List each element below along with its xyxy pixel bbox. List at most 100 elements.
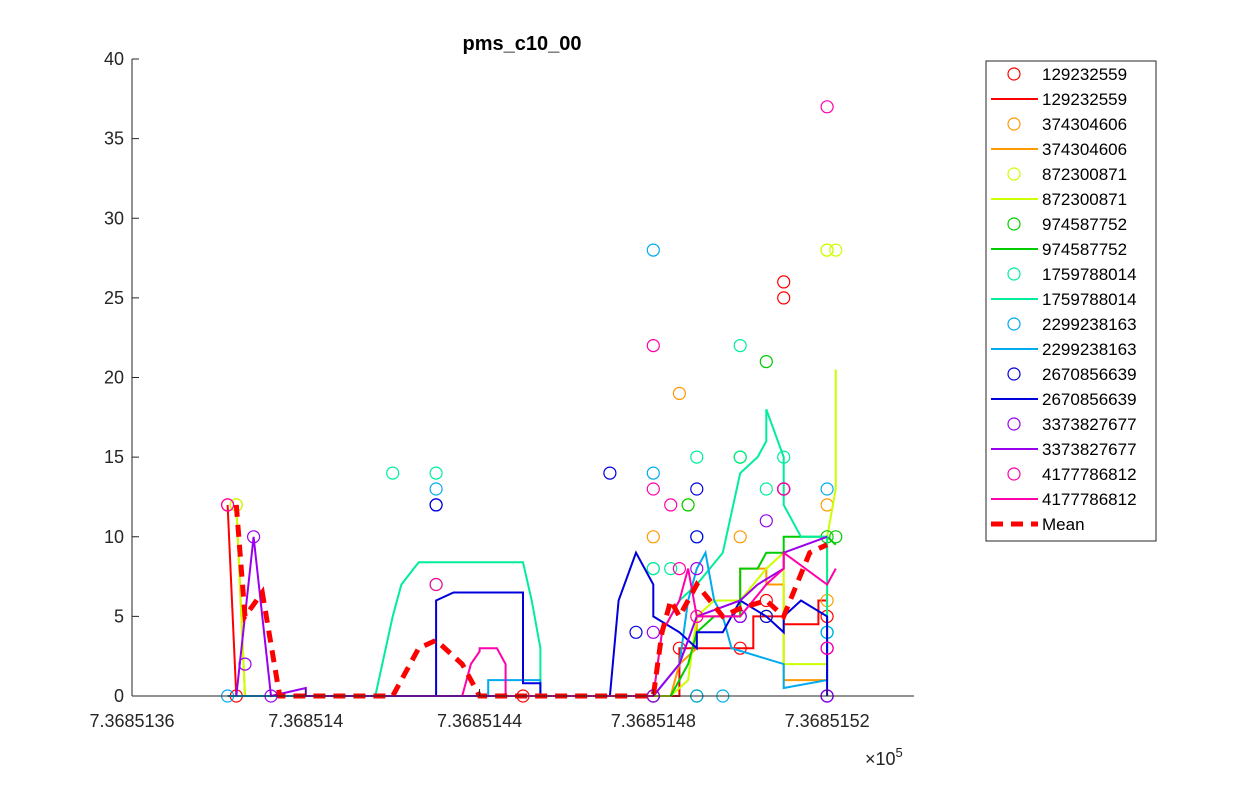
x-tick-label: 7.3685152 [785,711,870,731]
legend-marker [1007,267,1021,281]
axes: 0 5 10 15 20 25 30 35 40 7.3685136 7.368514 7.36851… [89,49,914,731]
legend-label: 872300871 [1042,190,1127,209]
legend-marker [1007,167,1021,181]
legend: 129232559 129232559 374304606 374304606 8723… [985,60,1157,542]
legend-entry: 1759788014 [991,290,1137,309]
series-line [461,550,837,697]
data-point [429,498,443,512]
legend-entry: 4177786812 [1007,465,1137,484]
series-line [435,550,829,697]
data-point [646,561,660,576]
legend-box [985,60,1157,542]
legend-entry: Mean [991,515,1085,534]
legend-entry: 2299238163 [1007,315,1137,334]
data-point [829,243,843,257]
data-point [664,498,678,512]
legend-entry: 974587752 [1007,215,1127,234]
series-line [374,408,829,697]
data-point [646,625,660,639]
data-point [386,466,400,480]
data-point [820,641,834,655]
legend-entry: 2299238163 [991,340,1137,359]
legend-label: 974587752 [1042,215,1127,234]
legend-label: 872300871 [1042,165,1127,184]
y-tick-label: 20 [104,368,124,388]
data-point [733,450,747,464]
y-tick-label: 40 [104,49,124,69]
legend-label: 3373827677 [1042,440,1137,459]
data-point [238,657,252,671]
data-point [759,482,773,496]
legend-entry: 2670856639 [991,390,1137,409]
legend-entry: 2670856639 [1007,365,1137,384]
legend-entry: 974587752 [991,240,1127,259]
y-tick-label: 10 [104,527,124,547]
x-axis-exponent-base: ×10 [865,749,896,769]
legend-label: 974587752 [1042,240,1127,259]
data-point [603,466,617,480]
data-point [777,275,791,289]
legend-marker [1007,117,1021,131]
data-point [646,339,660,353]
legend-entry: 1759788014 [1007,265,1137,284]
data-point [733,530,747,544]
data-point [759,609,773,624]
data-point [672,561,687,576]
legend-entry: 872300871 [991,190,1127,209]
x-axis-exponent: ×105 [865,745,903,769]
data-point [690,482,704,496]
data-point [681,498,695,512]
legend-label: 2299238163 [1042,315,1137,334]
legend-entry: 3373827677 [991,440,1137,459]
legend-label: 374304606 [1042,140,1127,159]
y-tick-label: 35 [104,129,124,149]
data-point [820,243,834,257]
series-line [669,535,837,697]
data-point [820,100,834,114]
data-point [629,625,643,639]
legend-label: 4177786812 [1042,465,1137,484]
legend-marker [1007,217,1021,231]
data-point [690,530,704,544]
legend-entry: 129232559 [1007,65,1127,84]
legend-entry: 374304606 [991,140,1127,159]
legend-label: 3373827677 [1042,415,1137,434]
data-point [646,466,660,480]
legend-label: 4177786812 [1042,490,1137,509]
data-point [221,498,235,512]
data-point [672,386,687,400]
legend-entry: 872300871 [1007,165,1127,184]
x-tick-label: 7.3685136 [89,711,174,731]
data-point [777,482,791,496]
legend-label: 374304606 [1042,115,1127,134]
legend-marker [1007,367,1021,381]
data-point [690,609,704,624]
x-tick-label: 7.368514 [268,711,343,731]
data-point [777,450,791,464]
y-tick-label: 30 [104,208,124,228]
data-point [829,530,843,544]
x-axis-exponent-power: 5 [896,745,903,760]
legend-entry: 3373827677 [1007,415,1137,434]
legend-label: 1759788014 [1042,290,1137,309]
data-point [429,466,443,480]
legend-label: Mean [1042,515,1085,534]
data-point [759,514,773,528]
legend-label: 2670856639 [1042,365,1137,384]
data-point [733,339,747,353]
legend-label: 2670856639 [1042,390,1137,409]
legend-marker [1007,317,1021,331]
data-point [690,450,704,464]
chart-title: pms_c10_00 [463,33,582,55]
data-point [646,243,660,257]
data-point [690,561,704,576]
legend-marker [1007,417,1021,431]
data-point [777,291,791,305]
data-point [429,482,443,496]
y-tick-label: 5 [114,606,124,626]
data-point [429,577,443,592]
data-point [646,482,660,496]
legend-entry: 374304606 [1007,115,1127,134]
